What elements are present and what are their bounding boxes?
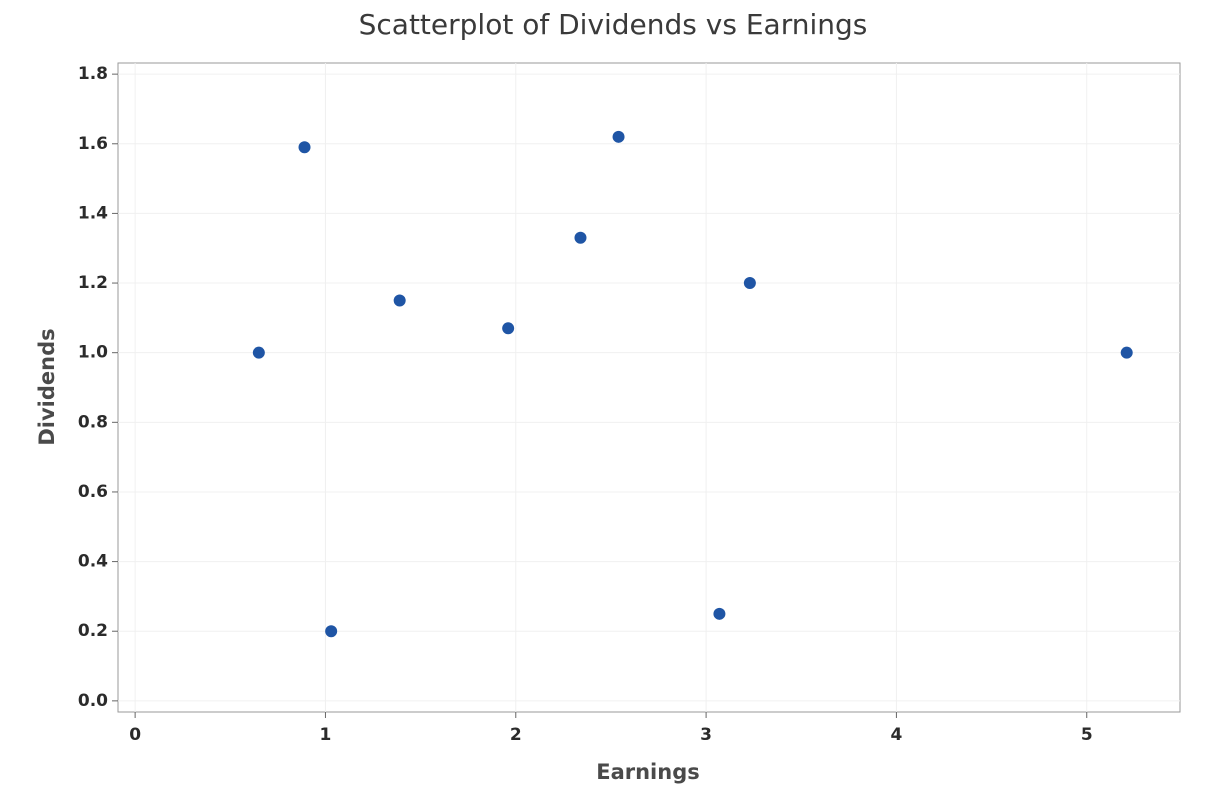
x-tick-label: 0 xyxy=(129,725,141,745)
y-tick-label: 0.6 xyxy=(78,482,108,502)
x-tick-label: 4 xyxy=(890,725,902,745)
data-point xyxy=(298,141,311,154)
data-point xyxy=(574,231,587,244)
y-tick-label: 1.8 xyxy=(78,64,108,84)
y-tick-label: 0.2 xyxy=(78,621,108,641)
y-tick-label: 1.0 xyxy=(78,343,108,363)
y-tick-label: 1.6 xyxy=(78,134,108,154)
x-tick-label: 1 xyxy=(320,725,332,745)
data-point xyxy=(252,346,265,359)
y-tick-label: 1.2 xyxy=(78,273,108,293)
data-point xyxy=(1120,346,1133,359)
data-point xyxy=(325,625,338,638)
y-tick-label: 0.8 xyxy=(78,412,108,432)
x-tick-label: 3 xyxy=(700,725,712,745)
x-tick-label: 2 xyxy=(510,725,522,745)
data-point xyxy=(612,130,625,143)
y-axis-label: Dividends xyxy=(35,328,59,445)
data-point xyxy=(713,607,726,620)
x-tick-label: 5 xyxy=(1081,725,1093,745)
data-point xyxy=(393,294,406,307)
data-point xyxy=(743,277,756,290)
y-tick-label: 0.0 xyxy=(78,691,108,711)
y-tick-label: 1.4 xyxy=(78,203,108,223)
chart-title: Scatterplot of Dividends vs Earnings xyxy=(359,8,868,41)
y-tick-label: 0.4 xyxy=(78,552,108,572)
plot-area xyxy=(117,62,1181,713)
x-axis-label: Earnings xyxy=(596,760,700,784)
data-point xyxy=(502,322,515,335)
